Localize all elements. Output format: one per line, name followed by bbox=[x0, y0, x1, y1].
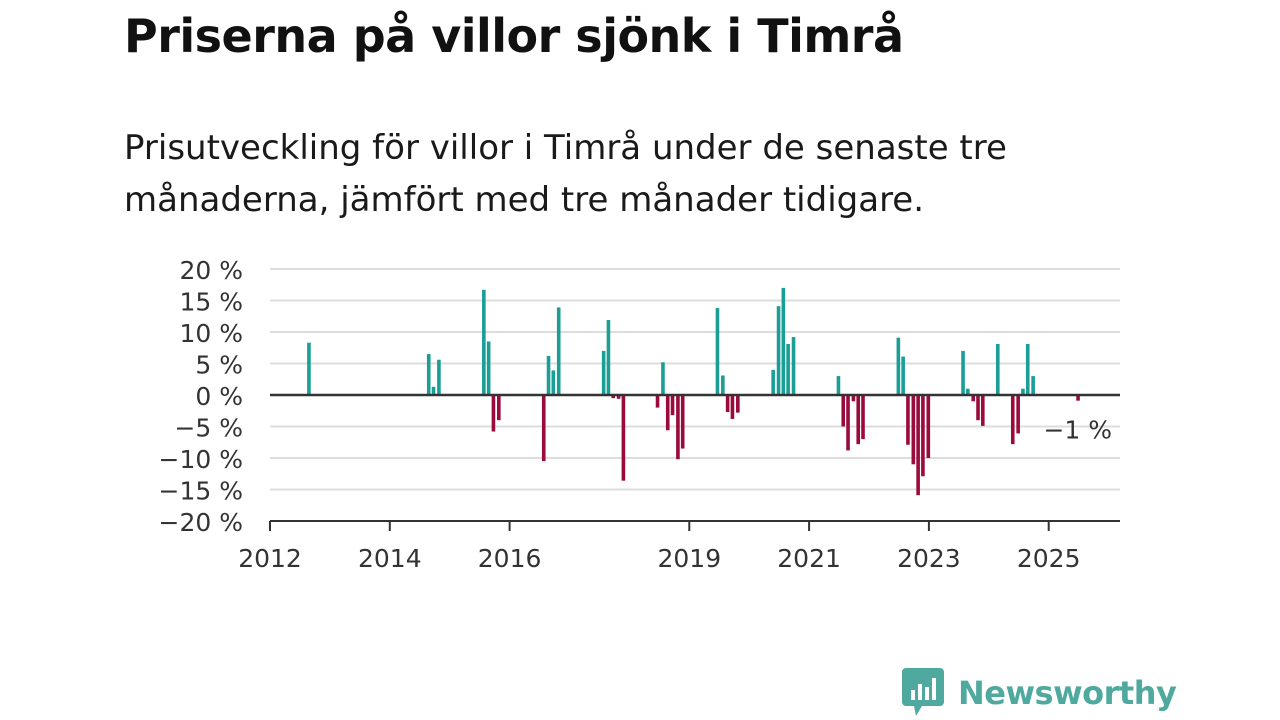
bar bbox=[1010, 395, 1015, 445]
y-tick-label: 5 % bbox=[195, 351, 243, 380]
bar bbox=[901, 356, 905, 395]
bar bbox=[606, 320, 611, 395]
bar bbox=[791, 337, 796, 395]
bar bbox=[906, 395, 910, 445]
bar bbox=[1076, 395, 1080, 401]
bar bbox=[846, 395, 850, 451]
bar bbox=[1031, 376, 1035, 395]
last-value-annotation: −1 % bbox=[1043, 415, 1112, 444]
y-tick-label: 10 % bbox=[179, 319, 243, 348]
x-tick-label: 2021 bbox=[777, 544, 841, 573]
bar bbox=[976, 395, 980, 421]
tick-labels: 20 % 15 %10 % 5 %0 % −5 %−10 % −15 %−20 % 201… bbox=[159, 256, 1112, 573]
bar bbox=[715, 308, 720, 395]
bar bbox=[601, 350, 606, 395]
bar bbox=[896, 337, 901, 395]
y-tick-label: −10 % bbox=[159, 445, 243, 474]
bar bbox=[736, 395, 740, 413]
chart-title: Priserna på villor sjönk i Timrå bbox=[124, 9, 904, 63]
bar-series bbox=[307, 287, 1080, 496]
chart-subtitle: Prisutveckling för villor i Timrå under … bbox=[124, 128, 1007, 220]
bar bbox=[431, 386, 436, 395]
bar bbox=[655, 395, 660, 408]
bar bbox=[995, 343, 1000, 395]
bar bbox=[1025, 343, 1030, 395]
bar bbox=[491, 395, 496, 432]
bar bbox=[851, 395, 856, 402]
bar bbox=[426, 354, 431, 395]
bar bbox=[437, 359, 441, 395]
y-tick-label: 15 % bbox=[179, 288, 243, 317]
bar bbox=[966, 388, 970, 395]
x-tick-label: 2012 bbox=[238, 544, 302, 573]
bar bbox=[781, 287, 786, 395]
bar bbox=[961, 350, 965, 395]
bar bbox=[786, 343, 790, 395]
bar bbox=[841, 395, 846, 427]
bar bbox=[921, 395, 925, 477]
bar bbox=[680, 395, 685, 449]
y-tick-label: 20 % bbox=[179, 256, 243, 285]
bar bbox=[621, 395, 626, 481]
bar bbox=[486, 341, 491, 395]
bar bbox=[307, 342, 311, 395]
x-tick-label: 2014 bbox=[358, 544, 422, 573]
x-tick-label: 2019 bbox=[657, 544, 721, 573]
bar bbox=[676, 395, 680, 460]
bar bbox=[541, 395, 546, 462]
bar bbox=[911, 395, 916, 465]
bar bbox=[556, 307, 561, 395]
grid-lines bbox=[270, 268, 1120, 491]
bar bbox=[730, 395, 735, 419]
x-tick-label: 2016 bbox=[478, 544, 542, 573]
bar-chart: 20 % 15 %10 % 5 %0 % −5 %−10 % −15 %−20 % 201… bbox=[159, 256, 1120, 573]
y-tick-label: −20 % bbox=[159, 508, 243, 537]
y-tick-label: −15 % bbox=[159, 477, 243, 506]
bar bbox=[611, 395, 616, 399]
newsworthy-chart-bubble-icon bbox=[902, 668, 944, 716]
bar bbox=[926, 395, 931, 458]
brand-name: Newsworthy bbox=[958, 674, 1177, 712]
bar bbox=[771, 369, 775, 395]
y-tick-label: 0 % bbox=[195, 382, 243, 411]
bar bbox=[616, 395, 621, 399]
bar bbox=[482, 289, 486, 395]
y-tick-label: −5 % bbox=[174, 414, 243, 443]
bar bbox=[776, 306, 781, 395]
bar bbox=[1021, 388, 1025, 395]
axes bbox=[269, 393, 1120, 531]
bar bbox=[551, 370, 556, 395]
newsworthy-logo: Newsworthy bbox=[902, 668, 1177, 718]
bar bbox=[916, 395, 920, 496]
bar bbox=[665, 395, 670, 431]
bar bbox=[721, 375, 725, 395]
bar bbox=[661, 362, 665, 395]
bar bbox=[971, 395, 976, 402]
x-tick-label: 2023 bbox=[897, 544, 961, 573]
bar bbox=[725, 395, 730, 413]
bar bbox=[670, 395, 675, 416]
bar bbox=[981, 395, 985, 426]
x-tick-label: 2025 bbox=[1017, 544, 1081, 573]
bar bbox=[1016, 395, 1020, 434]
bar bbox=[861, 395, 865, 440]
bar bbox=[856, 395, 861, 445]
bar bbox=[546, 355, 551, 395]
bar bbox=[497, 395, 501, 421]
bar bbox=[836, 376, 841, 395]
